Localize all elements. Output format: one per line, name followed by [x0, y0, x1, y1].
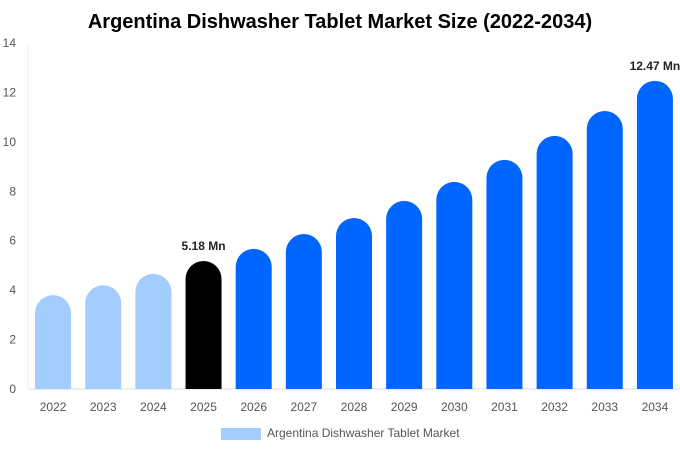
- bar-2025[interactable]: [185, 260, 222, 389]
- x-tick-label: 2032: [541, 400, 568, 414]
- bar-2022[interactable]: [35, 295, 72, 389]
- bar-2023[interactable]: [85, 285, 122, 389]
- bar-2024[interactable]: [135, 273, 172, 389]
- y-tick-label: 10: [3, 135, 17, 149]
- bar-2032[interactable]: [536, 135, 573, 389]
- y-tick-label: 8: [9, 184, 16, 198]
- x-tick-label: 2024: [140, 400, 167, 414]
- y-tick-label: 4: [9, 283, 16, 297]
- y-tick-label: 0: [9, 382, 16, 396]
- x-tick-label: 2023: [90, 400, 117, 414]
- data-label: 5.18 Mn: [182, 239, 226, 253]
- bar-2029[interactable]: [386, 200, 423, 389]
- x-tick-label: 2025: [190, 400, 217, 414]
- x-tick-label: 2028: [341, 400, 368, 414]
- x-tick-label: 2022: [40, 400, 67, 414]
- bar-2027[interactable]: [285, 234, 322, 389]
- y-tick-label: 12: [3, 85, 17, 99]
- bar-2033[interactable]: [586, 110, 623, 389]
- bar-2031[interactable]: [486, 159, 523, 389]
- x-tick-label: 2031: [491, 400, 518, 414]
- bar-2026[interactable]: [235, 248, 272, 389]
- x-tick-label: 2026: [240, 400, 267, 414]
- legend-swatch: [221, 428, 261, 440]
- x-tick-label: 2030: [441, 400, 468, 414]
- bar-2030[interactable]: [436, 181, 473, 389]
- bar-2034[interactable]: [636, 80, 673, 389]
- x-tick-label: 2027: [290, 400, 317, 414]
- y-tick-label: 6: [9, 234, 16, 248]
- legend-label: Argentina Dishwasher Tablet Market: [267, 426, 460, 440]
- x-tick-label: 2029: [391, 400, 418, 414]
- y-tick-label: 14: [3, 36, 17, 50]
- x-tick-label: 2033: [591, 400, 618, 414]
- data-label: 12.47 Mn: [630, 59, 680, 73]
- chart-title: Argentina Dishwasher Tablet Market Size …: [88, 11, 592, 33]
- legend[interactable]: Argentina Dishwasher Tablet Market: [221, 426, 460, 440]
- y-tick-label: 2: [9, 333, 16, 347]
- bar-2028[interactable]: [336, 217, 372, 389]
- x-tick-label: 2034: [642, 400, 669, 414]
